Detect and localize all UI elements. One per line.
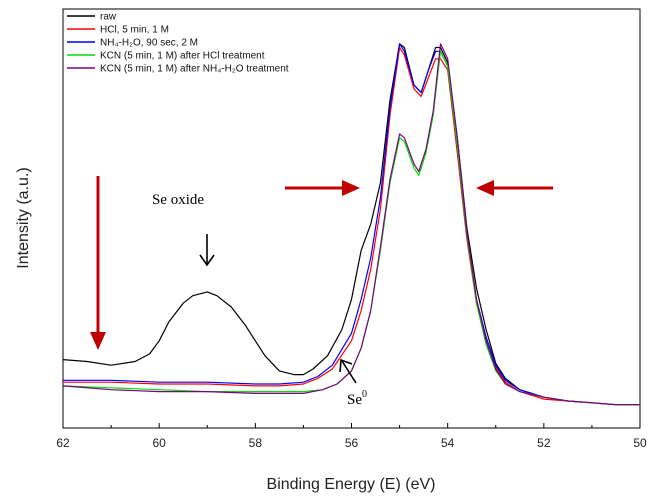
legend-label-4: KCN (5 min, 1 M) after NH₄-H₂O treatment <box>100 64 289 75</box>
x-tick-label-60: 60 <box>152 436 166 450</box>
x-tick-label-52: 52 <box>537 436 551 450</box>
series-line-0 <box>62 43 640 406</box>
red-right-arrow <box>285 180 360 196</box>
series-lines <box>62 43 640 406</box>
legend: raw HCl, 5 min, 1 M NH₄-H₂O, 90 sec, 2 M KC… <box>67 12 289 75</box>
se0-label-superscript: 0 <box>362 389 367 400</box>
se0-arrow <box>339 358 357 384</box>
se-oxide-arrow <box>199 234 215 267</box>
x-axis-ticks: 62 60 58 56 54 52 50 <box>56 423 647 450</box>
legend-label-2: NH₄-H₂O, 90 sec, 2 M <box>100 38 198 49</box>
series-line-4 <box>62 43 640 406</box>
red-left-arrow <box>476 180 553 196</box>
x-tick-label-54: 54 <box>441 436 455 450</box>
x-axis-title: Binding Energy (E) (eV) <box>267 476 436 493</box>
y-axis-title: Intensity (a.u.) <box>15 167 32 268</box>
x-tick-label-50: 50 <box>633 436 647 450</box>
legend-label-1: HCl, 5 min, 1 M <box>100 25 169 36</box>
series-line-3 <box>62 50 640 406</box>
se0-label-base: Se <box>347 392 362 408</box>
x-tick-label-56: 56 <box>345 436 359 450</box>
se-oxide-label: Se oxide <box>152 192 204 208</box>
se0-label: Se0 <box>347 389 367 408</box>
x-tick-label-62: 62 <box>56 436 70 450</box>
series-line-2 <box>63 43 640 406</box>
legend-label-3: KCN (5 min, 1 M) after HCl treatment <box>100 51 265 62</box>
x-tick-label-58: 58 <box>249 436 263 450</box>
series-line-1 <box>63 46 640 406</box>
red-down-arrow <box>90 176 106 350</box>
legend-label-0: raw <box>100 12 117 23</box>
